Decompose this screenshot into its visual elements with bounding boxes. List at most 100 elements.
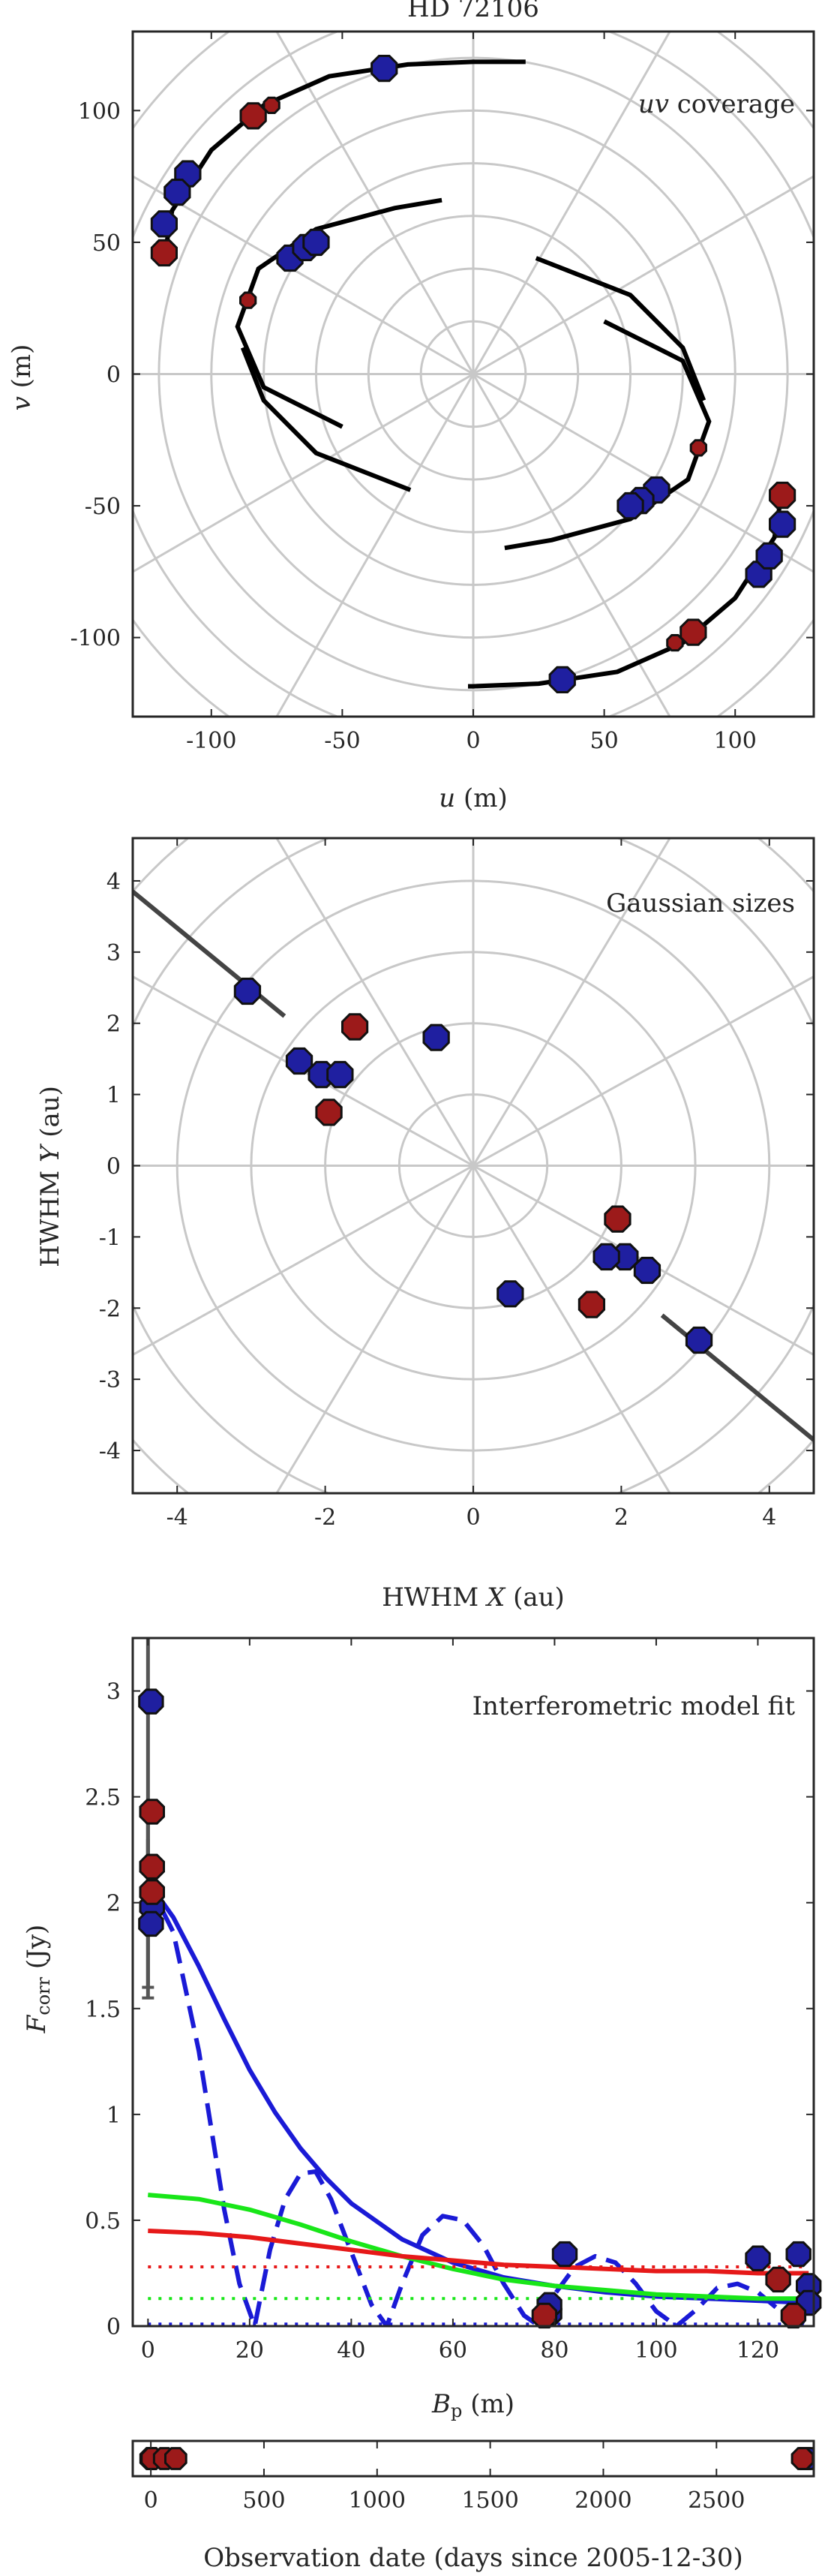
gaussian-sizes-polar-grid — [133, 838, 814, 1493]
uv-point — [689, 439, 707, 457]
size-point — [326, 1060, 354, 1089]
uv-coverage-y-axis-unit: (m) — [7, 344, 37, 397]
observation-dates-axes: 0 500 1000 1500 2000 2500 — [131, 2439, 815, 2514]
grid-spoke — [472, 975, 814, 1167]
model-fit-x-tick-label: 120 — [736, 2337, 779, 2364]
uv-track-5 — [535, 256, 706, 401]
uv-coverage-y-axis-var: v — [7, 396, 37, 410]
fit-point — [139, 1799, 165, 1825]
uv-point — [150, 239, 178, 267]
uv-coverage-y-tick-label: 100 — [78, 98, 121, 125]
model-fit-y-axis-var: F — [22, 2014, 52, 2033]
gaussian-sizes-x-axis-label: HWHM X (au) — [382, 1583, 565, 1613]
uv-coverage-y-tick-label: -100 — [70, 626, 121, 652]
model-fit-y-axis-sub: corr — [33, 1976, 54, 2015]
grid-ring — [133, 32, 814, 717]
uv-coverage-x-axis-var: u — [439, 783, 455, 813]
observation-dates-frame — [131, 2439, 815, 2478]
fit-point — [551, 2241, 578, 2268]
gaussian-sizes-y-axis-prefix: HWHM — [35, 1162, 65, 1267]
grid-spoke — [472, 1165, 671, 1493]
size-point — [496, 1280, 524, 1308]
grid-spoke — [133, 373, 474, 573]
uv-coverage-polar-grid — [133, 32, 814, 717]
uv-coverage-markers — [150, 55, 796, 693]
grid-spoke — [275, 373, 475, 717]
gaussian-sizes-y-tick-label: 2 — [106, 1011, 121, 1038]
uv-point — [769, 481, 796, 509]
observation-dates-panel: 0 500 1000 1500 2000 2500 Observation date (d… — [131, 2439, 815, 2573]
model-fit-x-axis-var: B — [431, 2389, 451, 2419]
model-fit-markers — [138, 1688, 822, 2329]
observation-dates-x-tick-label: 0 — [144, 2487, 158, 2514]
gaussian-sizes-y-tick-label: -4 — [99, 1438, 121, 1465]
uv-point — [150, 210, 178, 238]
model-curve-3 — [148, 2229, 809, 2276]
figure-title: HD 72106 — [407, 0, 539, 23]
uv-point — [302, 228, 330, 257]
model-fit-frame — [131, 1637, 815, 2328]
model-fit-y-tick-label: 3 — [106, 1679, 121, 1706]
grid-spoke — [275, 1165, 475, 1493]
fit-point — [531, 2302, 558, 2329]
model-curve-1 — [146, 1880, 810, 2326]
uv-coverage-annotation: uv coverage — [638, 89, 795, 119]
gaussian-sizes-x-tick-label: -4 — [166, 1504, 188, 1531]
model-fit-y-tick-label: 0.5 — [85, 2208, 121, 2235]
uv-coverage-x-axis-label: u (m) — [439, 783, 507, 813]
gaussian-sizes-annotation: Gaussian sizes — [606, 888, 795, 918]
model-fit-x-axis-sub: p — [451, 2400, 462, 2421]
grid-spoke — [472, 373, 814, 573]
uv-coverage-y-tick-label: 0 — [106, 362, 121, 389]
model-fit-y-tick-label: 1 — [106, 2103, 121, 2129]
observation-dates-x-tick-label: 500 — [242, 2487, 285, 2514]
uv-track-1 — [235, 197, 442, 429]
model-fit-y-tick-label: 2 — [106, 1891, 121, 1917]
gaussian-sizes-axes: -4 -2 0 2 4 -4 -3 -2 -1 0 1 2 3 4 — [99, 837, 815, 1531]
grid-spoke — [275, 838, 475, 1167]
gaussian-sizes-y-tick-label: 0 — [106, 1154, 121, 1180]
fit-point — [785, 2241, 812, 2268]
model-fit-x-tick-label: 40 — [337, 2337, 365, 2364]
fit-point — [139, 1853, 165, 1880]
grid-spoke — [472, 1165, 814, 1357]
uv-coverage-y-tick-label: -50 — [85, 494, 121, 520]
grid-spoke — [133, 1165, 474, 1357]
uv-track-4 — [504, 319, 712, 551]
gaussian-sizes-x-tick-label: 4 — [762, 1504, 776, 1531]
gaussian-sizes-y-tick-label: -3 — [99, 1367, 121, 1393]
model-fit-y-tick-label: 0 — [106, 2314, 121, 2340]
fit-point — [745, 2245, 771, 2271]
grid-spoke — [133, 975, 474, 1167]
uv-point — [616, 491, 644, 520]
uv-coverage-x-tick-label: -50 — [324, 728, 360, 754]
uv-coverage-x-tick-label: 50 — [590, 728, 619, 754]
uv-coverage-x-axis-unit: (m) — [455, 783, 508, 813]
uv-point — [548, 666, 576, 693]
grid-spoke — [133, 175, 474, 375]
gaussian-sizes-x-tick-label: 0 — [466, 1504, 480, 1531]
uv-coverage-y-axis-label: v (m) — [7, 344, 37, 411]
model-fit-panel: 0 20 40 60 80 100 120 0 0.5 1 1.5 2 2.5 3 Interferome… — [22, 1637, 822, 2421]
size-segment-0 — [133, 889, 286, 1018]
model-fit-x-tick-label: 80 — [540, 2337, 568, 2364]
gaussian-sizes-y-tick-label: -2 — [99, 1296, 121, 1322]
uv-coverage-annotation-rest: coverage — [669, 89, 795, 119]
model-fit-y-axis-unit: (Jy) — [22, 1925, 52, 1977]
date-point — [790, 2447, 814, 2470]
uv-coverage-x-tick-label: -100 — [186, 728, 236, 754]
grid-spoke — [275, 32, 475, 375]
gaussian-sizes-x-axis-var: X — [484, 1583, 506, 1613]
gaussian-sizes-x-tick-label: 2 — [614, 1504, 628, 1531]
uv-point — [164, 179, 191, 206]
uv-coverage-x-tick-label: 100 — [714, 728, 757, 754]
gaussian-sizes-y-axis-label: HWHM Y (au) — [35, 1086, 65, 1267]
model-fit-y-tick-label: 1.5 — [85, 1997, 121, 2023]
fit-point — [139, 1879, 165, 1905]
grid-spoke — [472, 32, 671, 375]
model-fit-x-tick-label: 100 — [634, 2337, 677, 2364]
gaussian-sizes-x-axis-unit: (au) — [505, 1583, 565, 1613]
fit-point — [780, 2302, 807, 2329]
uv-coverage-annotation-italic: uv — [638, 89, 669, 119]
